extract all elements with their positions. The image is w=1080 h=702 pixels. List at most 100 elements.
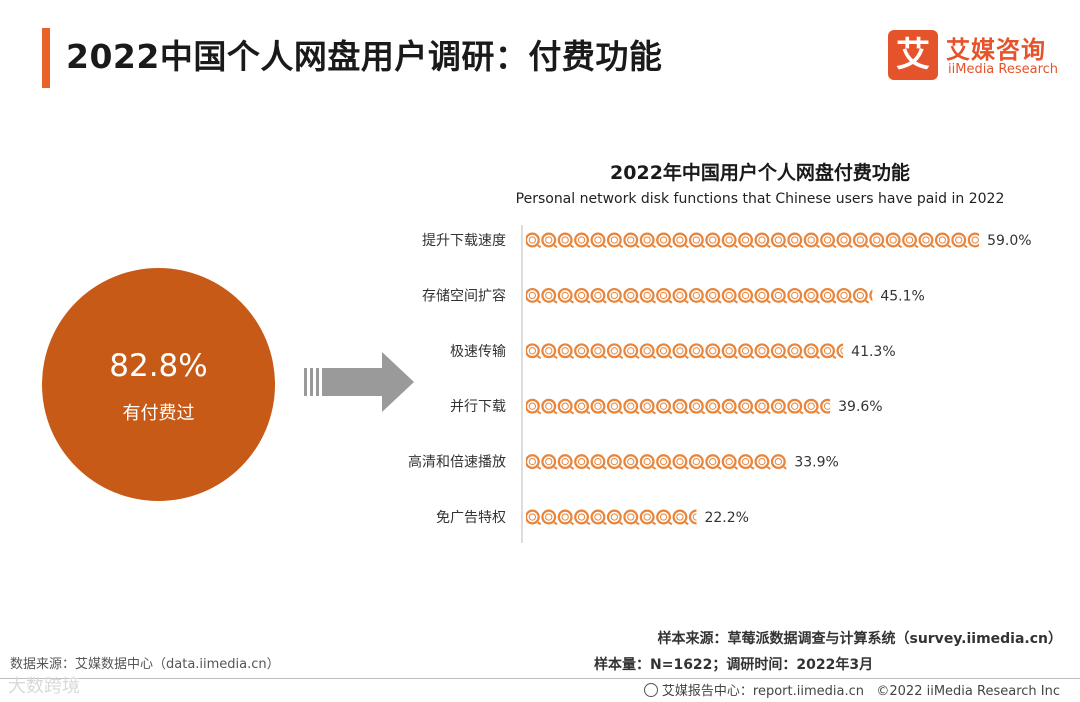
coin-icon (787, 287, 803, 303)
category-label: 免广告特权 (436, 510, 506, 526)
coin-icon (574, 343, 589, 359)
paid-summary-label: 有付费过 (122, 403, 195, 424)
coin-icon (770, 343, 786, 359)
coin-inner-ring (610, 402, 619, 410)
coin-icon (820, 232, 835, 248)
coin-tail (651, 466, 657, 470)
coin-icon (557, 232, 573, 248)
coin-tail (750, 410, 755, 415)
coin-inner-ring (561, 236, 569, 244)
coin-inner-ring (528, 402, 537, 410)
coin-inner-ring (873, 236, 881, 244)
coin-icon (623, 343, 639, 359)
coin-icon (526, 232, 540, 248)
coin-tail (619, 355, 624, 359)
coin-inner-ring (528, 457, 537, 466)
coin-icon (836, 232, 852, 248)
coin-tail (733, 244, 739, 249)
coin-icon (672, 454, 688, 470)
coin-inner-ring (741, 291, 750, 300)
coin-inner-ring (577, 457, 586, 466)
coin-icon (902, 232, 918, 248)
coin-tail (668, 355, 673, 359)
coin-tail (766, 299, 771, 304)
coin-icon (574, 287, 589, 303)
coin-inner-ring (659, 457, 668, 466)
coin-icon (770, 454, 786, 470)
coin-tail (537, 410, 542, 415)
coin-tail (733, 410, 739, 415)
coin-tail (635, 355, 640, 359)
iimedia-logo[interactable]: 艾 艾媒咨询 iiMedia Research (888, 30, 1068, 82)
coin-inner-ring (610, 513, 619, 521)
coin-inner-ring (627, 347, 635, 355)
coin-inner-ring (709, 402, 717, 410)
coin-icon (705, 454, 721, 470)
coin-icon (590, 398, 606, 414)
coin-inner-ring (725, 291, 733, 300)
coin-icon (639, 398, 655, 414)
coin-icon (967, 232, 980, 248)
coin-inner-ring (774, 291, 783, 300)
coin-inner-ring (659, 402, 668, 410)
coin-inner-ring (676, 236, 684, 244)
coin-icon (738, 232, 753, 248)
coin-tail (684, 355, 689, 359)
coin-tail (651, 410, 657, 415)
coin-icon (672, 509, 688, 525)
coin-icon (526, 343, 540, 359)
coin-icon (590, 343, 606, 359)
coin-tail (602, 355, 607, 359)
coin-tail (684, 466, 689, 470)
chart-subtitle: Personal network disk functions that Chi… (515, 191, 1005, 207)
coin-inner-ring (840, 236, 848, 244)
coin-tail (766, 244, 771, 249)
coin-inner-ring (643, 457, 651, 466)
coin-tail (799, 244, 804, 249)
coin-tail (651, 521, 657, 526)
coin-icon (738, 454, 753, 470)
bar-pictogram (526, 398, 831, 415)
coin-icon (705, 287, 721, 303)
coin-icon (574, 232, 589, 248)
coin-inner-ring (807, 402, 815, 410)
coin-inner-ring (922, 236, 930, 244)
coin-tail (799, 355, 804, 359)
coin-tail (619, 299, 624, 304)
coin-inner-ring (545, 402, 553, 410)
coin-tail (586, 299, 591, 304)
coin-icon (672, 232, 688, 248)
coin-tail (750, 244, 755, 249)
coin-tail (651, 244, 657, 249)
coin-inner-ring (758, 291, 766, 300)
coin-icon (705, 232, 721, 248)
coin-tail (684, 244, 689, 249)
coin-icon (754, 343, 770, 359)
coin-icon (639, 232, 655, 248)
coin-icon (738, 287, 753, 303)
report-center-text[interactable]: 艾媒报告中心：report.iimedia.cn (661, 684, 864, 699)
coin-tail (701, 244, 706, 249)
sample-size-text: 样本量：N=1622；调研时间：2022年3月 (594, 657, 874, 673)
coin-inner-ring (610, 347, 619, 355)
coin-icon (541, 343, 557, 359)
coin-inner-ring (791, 402, 799, 410)
coin-inner-ring (741, 347, 750, 355)
coin-inner-ring (840, 291, 848, 300)
coin-icon (590, 232, 606, 248)
coin-icon (688, 343, 704, 359)
coin-tail (733, 299, 739, 304)
coin-tail (635, 410, 640, 415)
coin-icon (606, 232, 622, 248)
paid-functions-chart: 提升下载速度 59.0% 存储空间扩容 45.1% 极速传输 41.3% 并行下载 39.6%… (408, 225, 1032, 543)
coin-inner-ring (627, 291, 635, 300)
coin-tail (635, 521, 640, 526)
report-center-line: 艾媒报告中心：report.iimedia.cn ©2022 iiMedia R… (643, 680, 1060, 699)
logo-cn-text: 艾媒咨询 (946, 36, 1046, 64)
coin-icon (656, 343, 671, 359)
coin-tail (537, 244, 542, 249)
coin-tail (602, 466, 607, 470)
coin-inner-ring (545, 291, 553, 300)
coin-inner-ring (774, 457, 783, 466)
coin-icon (623, 509, 639, 525)
